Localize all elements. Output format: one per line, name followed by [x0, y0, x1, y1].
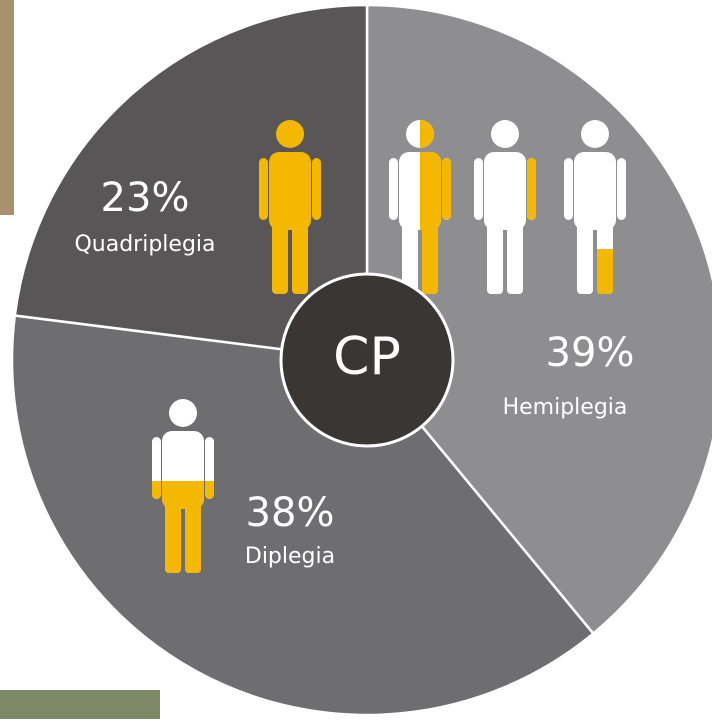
category-label: Quadriplegia [74, 232, 215, 257]
page: {"chart_data": {"type": "pie", "center_l… [0, 0, 712, 719]
category-label: Diplegia [245, 544, 335, 569]
value-label: 23% [101, 175, 190, 221]
photo-fragment [0, 0, 14, 215]
value-label: 39% [546, 330, 635, 376]
photo-fragment [0, 690, 160, 719]
value-label: 38% [246, 490, 335, 536]
chart: CP 39% Hemiplegia 38% Diplegia 23% Quadripleg… [0, 0, 712, 719]
category-label: Hemiplegia [503, 395, 628, 420]
center-label: CP [333, 327, 401, 387]
